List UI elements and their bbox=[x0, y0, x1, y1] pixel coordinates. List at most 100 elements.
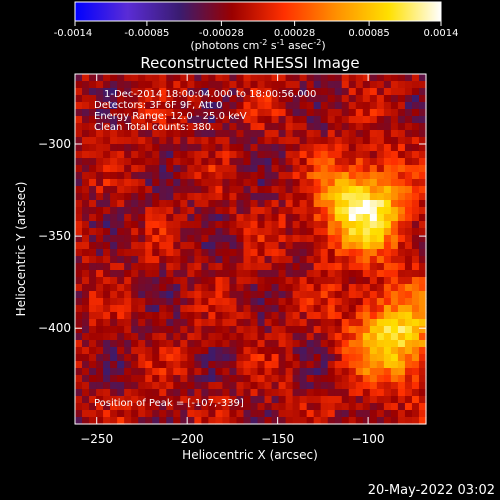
heatmap-cell bbox=[110, 410, 118, 418]
heatmap-cell bbox=[348, 291, 357, 299]
heatmap-cell bbox=[110, 158, 118, 166]
heatmap-cell bbox=[131, 249, 139, 257]
heatmap-cell bbox=[166, 270, 174, 278]
heatmap-cell bbox=[145, 319, 153, 327]
heatmap-cell bbox=[89, 214, 97, 222]
heatmap-cell bbox=[243, 403, 252, 411]
heatmap-cell bbox=[215, 298, 224, 306]
heatmap-cell bbox=[75, 333, 83, 341]
heatmap-cell bbox=[341, 291, 350, 299]
heatmap-cell bbox=[404, 235, 413, 243]
heatmap-cell bbox=[124, 179, 132, 187]
heatmap-cell bbox=[285, 130, 294, 138]
heatmap-cell bbox=[131, 340, 139, 348]
heatmap-cell bbox=[418, 284, 427, 292]
heatmap-cell bbox=[145, 102, 153, 110]
heatmap-cell bbox=[299, 137, 308, 145]
heatmap-cell bbox=[397, 221, 406, 229]
heatmap-cell bbox=[180, 193, 188, 201]
heatmap-cell bbox=[264, 256, 273, 264]
heatmap-cell bbox=[159, 403, 167, 411]
heatmap-cell bbox=[208, 109, 216, 117]
heatmap-cell bbox=[418, 81, 427, 89]
heatmap-cell bbox=[299, 158, 308, 166]
heatmap-cell bbox=[243, 375, 252, 383]
heatmap-cell bbox=[299, 305, 308, 313]
heatmap-cell bbox=[243, 326, 252, 334]
heatmap-cell bbox=[369, 333, 378, 341]
heatmap-cell bbox=[75, 284, 83, 292]
heatmap-cell bbox=[341, 151, 350, 159]
heatmap-cell bbox=[110, 284, 118, 292]
heatmap-cell bbox=[257, 277, 266, 285]
heatmap-cell bbox=[152, 214, 160, 222]
heatmap-cell bbox=[152, 396, 160, 404]
heatmap-cell bbox=[278, 228, 287, 236]
heatmap-cell bbox=[362, 221, 371, 229]
heatmap-cell bbox=[299, 326, 308, 334]
heatmap-cell bbox=[229, 137, 238, 145]
heatmap-cell bbox=[110, 200, 118, 208]
heatmap-cell bbox=[117, 214, 125, 222]
heatmap-cell bbox=[418, 151, 427, 159]
heatmap-cell bbox=[313, 130, 322, 138]
heatmap-cell bbox=[250, 179, 259, 187]
heatmap-cell bbox=[306, 305, 315, 313]
heatmap-cell bbox=[285, 165, 294, 173]
heatmap-cell bbox=[264, 151, 273, 159]
heatmap-cell bbox=[138, 144, 146, 152]
heatmap-cell bbox=[243, 333, 252, 341]
heatmap-cell bbox=[166, 130, 174, 138]
heatmap-cell bbox=[180, 186, 188, 194]
heatmap-cell bbox=[278, 298, 287, 306]
heatmap-cell bbox=[173, 256, 181, 264]
heatmap-cell bbox=[208, 200, 216, 208]
heatmap-cell bbox=[278, 95, 287, 103]
heatmap-cell bbox=[383, 389, 392, 397]
heatmap-cell bbox=[201, 291, 209, 299]
heatmap-cell bbox=[89, 256, 97, 264]
heatmap-cell bbox=[229, 74, 238, 82]
heatmap-cell bbox=[173, 214, 181, 222]
heatmap-cell bbox=[222, 102, 231, 110]
heatmap-cell bbox=[320, 95, 329, 103]
heatmap-cell bbox=[264, 242, 273, 250]
heatmap-cell bbox=[334, 403, 343, 411]
heatmap-cell bbox=[110, 102, 118, 110]
heatmap-cell bbox=[264, 116, 273, 124]
heatmap-cell bbox=[208, 389, 216, 397]
heatmap-cell bbox=[327, 228, 336, 236]
heatmap-cell bbox=[278, 109, 287, 117]
heatmap-cell bbox=[383, 228, 392, 236]
heatmap-cell bbox=[145, 354, 153, 362]
heatmap-cell bbox=[376, 116, 385, 124]
heatmap-cell bbox=[250, 151, 259, 159]
heatmap-cell bbox=[397, 193, 406, 201]
heatmap-cell bbox=[320, 221, 329, 229]
heatmap-cell bbox=[299, 242, 308, 250]
heatmap-cell bbox=[313, 291, 322, 299]
heatmap-cell bbox=[306, 284, 315, 292]
heatmap-cell bbox=[397, 144, 406, 152]
heatmap-cell bbox=[334, 151, 343, 159]
heatmap-cell bbox=[201, 312, 209, 320]
heatmap-cell bbox=[208, 417, 216, 425]
heatmap-cell bbox=[82, 151, 90, 159]
heatmap-cell bbox=[103, 347, 111, 355]
heatmap-cell bbox=[194, 354, 202, 362]
heatmap-cell bbox=[243, 284, 252, 292]
heatmap-cell bbox=[390, 228, 399, 236]
heatmap-cell bbox=[250, 137, 259, 145]
heatmap-cell bbox=[187, 340, 195, 348]
heatmap-cell bbox=[418, 319, 427, 327]
heatmap-cell bbox=[159, 74, 167, 82]
heatmap-cell bbox=[313, 305, 322, 313]
heatmap-cell bbox=[313, 347, 322, 355]
heatmap-cell bbox=[341, 207, 350, 215]
heatmap-cell bbox=[89, 291, 97, 299]
heatmap-cell bbox=[145, 137, 153, 145]
heatmap-cell bbox=[75, 368, 83, 376]
heatmap-cell bbox=[355, 109, 364, 117]
heatmap-cell bbox=[236, 151, 245, 159]
heatmap-cell bbox=[362, 291, 371, 299]
